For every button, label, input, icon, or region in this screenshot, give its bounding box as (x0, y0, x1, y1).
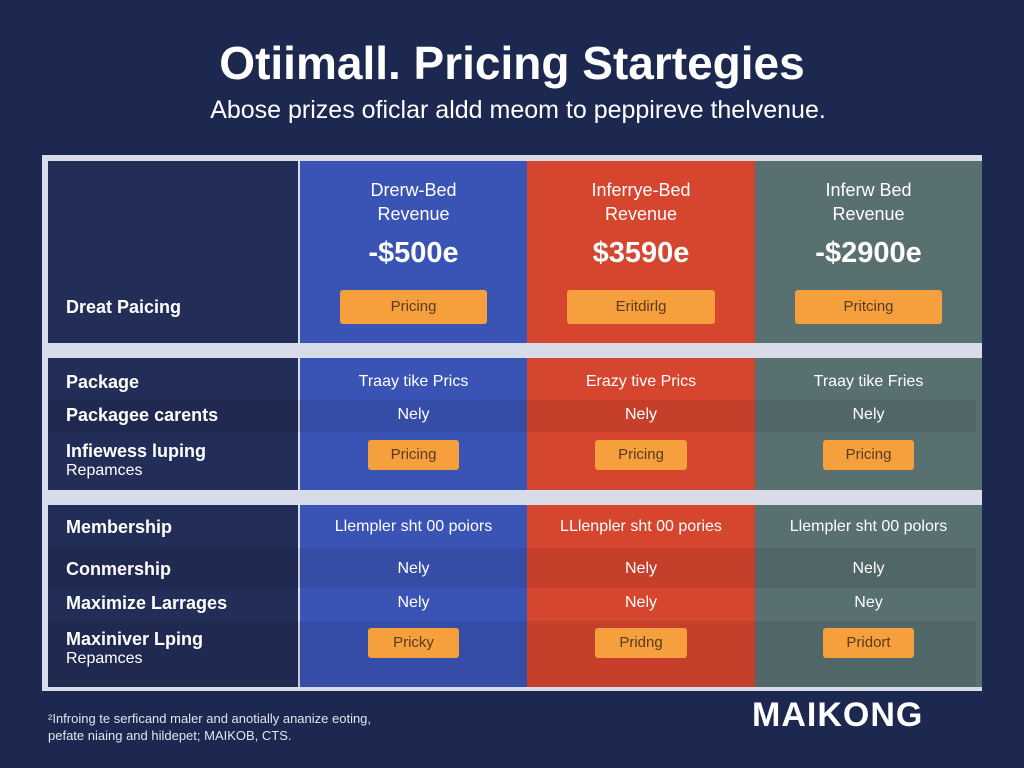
label-bg (48, 358, 298, 490)
note-line: pefate niaing and hildepet; MAIKOB, CTS. (48, 728, 292, 743)
column-heading: Revenue (604, 204, 678, 224)
pricing-button[interactable]: Pridng (595, 628, 687, 658)
cell: Ney (854, 594, 883, 611)
pricing-button[interactable]: Pritcing (795, 290, 942, 324)
pricing-button[interactable]: Pridort (823, 628, 914, 658)
cell: Llempler sht 00 polors (789, 518, 948, 535)
row-label: Maximize Larrages (66, 593, 228, 613)
row-label: Maxiniver Lping (66, 629, 204, 649)
label-bg (48, 505, 298, 687)
column-heading: Inferw Bed (825, 180, 912, 200)
subtitle: Abose prizes oficlar aldd meom to peppir… (210, 96, 826, 124)
footnote: ²Infroing te serficand maler and anotial… (48, 710, 371, 744)
cell: Nely (397, 594, 430, 611)
row-stripe (48, 621, 976, 687)
cell: Erazy tive Prics (585, 373, 697, 390)
row-label: Repamces (66, 650, 143, 667)
column-heading: Drerw-Bed (370, 180, 457, 200)
cell: Nely (852, 560, 885, 577)
title: Otiimall. Pricing Startegies (219, 37, 805, 89)
pricing-button[interactable]: Pricing (340, 290, 487, 324)
price: $3590e (592, 237, 690, 269)
cell: Nely (397, 406, 430, 423)
cell: Nely (624, 594, 657, 611)
row-label: Package (66, 372, 140, 392)
pricing-button[interactable]: Pricing (823, 440, 914, 470)
brand: MAIKONG (752, 696, 924, 734)
pricing-button[interactable]: Pricky (368, 628, 459, 658)
row-label: Packagee carents (66, 405, 219, 425)
cell: Nely (852, 406, 885, 423)
cell: Traay tike Fries (813, 373, 924, 390)
row-label: Conmership (66, 559, 172, 579)
pricing-button[interactable]: Eritdirlg (567, 290, 715, 324)
pricing-button[interactable]: Pricing (368, 440, 459, 470)
cell: Nely (397, 560, 430, 577)
cell: Llempler sht 00 poiors (334, 518, 493, 535)
cell: Nely (624, 560, 657, 577)
row-label: Membership (66, 517, 173, 537)
price: -$2900e (815, 237, 922, 269)
row-stripe (48, 400, 976, 432)
column-heading: Revenue (832, 204, 905, 224)
column-heading: Inferrye-Bed (591, 180, 691, 200)
price: -$500e (368, 237, 459, 269)
row-label: Repamces (66, 462, 143, 479)
cell: Traay tike Prics (358, 373, 469, 390)
cell: Nely (624, 406, 657, 423)
row-label: Dreat Paicing (66, 297, 182, 317)
pricing-button[interactable]: Pricing (595, 440, 687, 470)
column-heading: Revenue (377, 204, 450, 224)
row-stripe (48, 548, 976, 588)
cell: LLlenpler sht 00 pories (560, 518, 722, 535)
note-line: ²Infroing te serficand maler and anotial… (48, 711, 372, 726)
row-label: Infiewess luping (66, 441, 207, 461)
label-bg (48, 161, 298, 343)
